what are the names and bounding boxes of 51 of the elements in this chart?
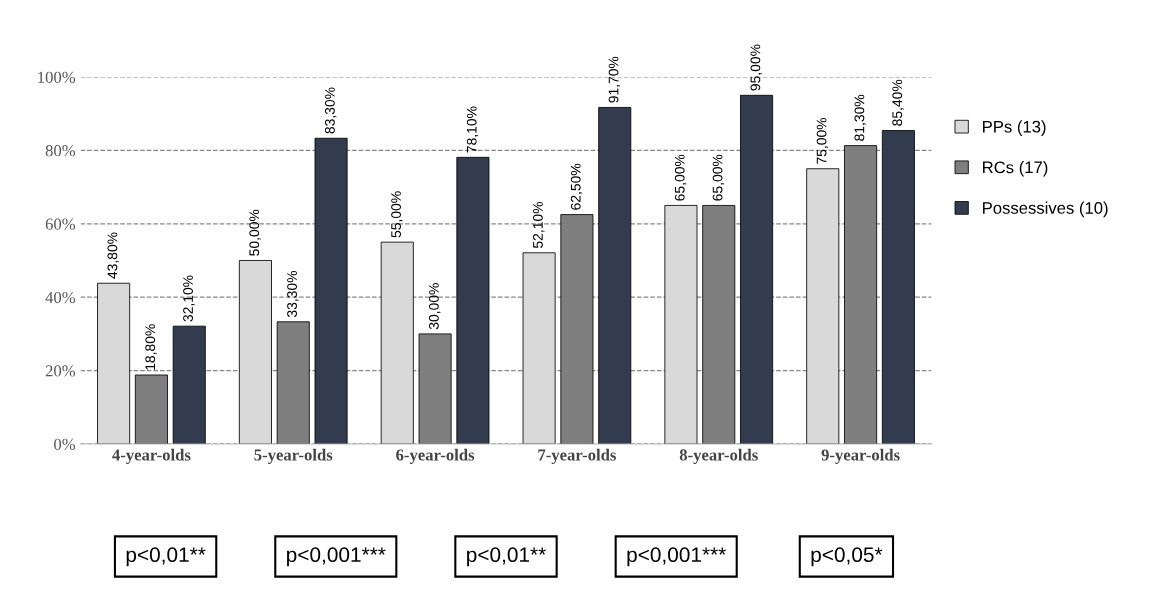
x-tick-label: 5-year-olds — [254, 448, 333, 465]
y-tick-label: 60% — [45, 218, 76, 230]
bar — [522, 252, 556, 444]
data-label: 65,00% — [712, 154, 725, 201]
data-label: 81,30% — [854, 94, 866, 141]
data-label: 18,80% — [145, 324, 157, 370]
text: p<0,001*** — [627, 547, 726, 567]
data-label: 43,80% — [107, 232, 119, 279]
bar — [97, 282, 131, 444]
data-label: 65,00% — [674, 154, 687, 201]
data-label: 75,00% — [816, 117, 829, 164]
x-tick-label: 7-year-olds — [538, 448, 616, 465]
data-label: 55,00% — [391, 191, 403, 238]
text: p<0,05* — [811, 547, 883, 567]
x-tick-label: 9-year-olds — [821, 448, 900, 465]
data-label: 33,30% — [287, 271, 299, 318]
data-label: 32,10% — [183, 275, 195, 322]
bar — [238, 260, 272, 444]
bar — [740, 94, 774, 444]
data-label: 52,10% — [532, 201, 545, 249]
data-label: 83,30% — [324, 87, 337, 134]
data-label: 78,10% — [466, 106, 479, 153]
bar — [806, 168, 840, 444]
bar — [881, 130, 915, 444]
bar — [456, 156, 490, 444]
data-label: 50,00% — [249, 209, 261, 256]
y-tick-label: 80% — [45, 145, 76, 157]
bar — [664, 205, 698, 444]
y-tick-label: 20% — [45, 365, 76, 377]
bar — [134, 374, 168, 444]
data-label: 62,50% — [570, 163, 583, 210]
y-tick-label: 40% — [45, 291, 76, 304]
x-tick-label: 8-year-olds — [679, 448, 758, 465]
y-tick-label: 100% — [38, 71, 76, 83]
text: p<0,001*** — [287, 547, 386, 567]
text: p<0,01** — [126, 547, 206, 567]
data-label: 91,70% — [608, 56, 621, 103]
bar — [172, 325, 206, 444]
data-label: 85,40% — [892, 79, 904, 126]
legend-label: RCs (17) — [983, 161, 1048, 177]
data-label: 95,00% — [750, 44, 762, 91]
text: p<0,01** — [467, 547, 546, 567]
y-tick-label: 0% — [54, 438, 76, 450]
bar — [380, 241, 414, 444]
x-tick-label: 4-year-olds — [112, 448, 191, 465]
x-tick-label: 6-year-olds — [396, 448, 475, 465]
bar — [314, 137, 348, 444]
legend-label: PPs (13) — [983, 120, 1046, 136]
bar — [598, 107, 632, 444]
legend-label: Possessives (10) — [983, 201, 1108, 218]
data-label: 30,00% — [428, 283, 441, 330]
